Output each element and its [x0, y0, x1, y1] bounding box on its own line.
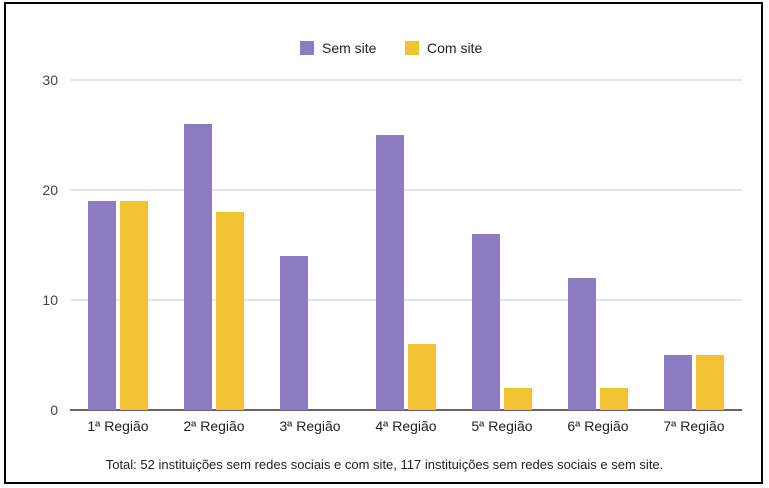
y-tick-label: 20 [42, 182, 58, 198]
legend-swatch-com-site [405, 41, 419, 55]
bars [88, 124, 724, 410]
bar-sem-site [472, 234, 500, 410]
legend: Sem site Com site [300, 40, 482, 56]
x-tick-label: 2ª Região [183, 418, 244, 434]
legend-label-com-site: Com site [427, 40, 482, 56]
bar-com-site [216, 212, 244, 410]
x-tick-label: 6ª Região [567, 418, 628, 434]
gridlines [70, 79, 742, 411]
y-tick-label: 10 [42, 292, 58, 308]
x-tick-label: 7ª Região [663, 418, 724, 434]
bar-com-site [504, 388, 532, 410]
y-axis-ticks: 0 10 20 30 [42, 72, 58, 418]
x-tick-label: 5ª Região [471, 418, 532, 434]
chart-caption: Total: 52 instituições sem redes sociais… [105, 457, 664, 472]
x-axis-ticks: 1ª Região 2ª Região 3ª Região 4ª Região 5ª R… [87, 418, 724, 434]
legend-label-sem-site: Sem site [322, 40, 377, 56]
bar-sem-site [88, 201, 116, 410]
bar-com-site [600, 388, 628, 410]
bar-com-site [408, 344, 436, 410]
y-tick-label: 0 [50, 402, 58, 418]
bar-com-site [120, 201, 148, 410]
bar-sem-site [376, 135, 404, 410]
y-tick-label: 30 [42, 72, 58, 88]
x-tick-label: 4ª Região [375, 418, 436, 434]
legend-swatch-sem-site [300, 41, 314, 55]
bar-sem-site [664, 355, 692, 410]
bar-sem-site [184, 124, 212, 410]
x-tick-label: 1ª Região [87, 418, 148, 434]
bar-sem-site [568, 278, 596, 410]
x-tick-label: 3ª Região [279, 418, 340, 434]
bar-com-site [696, 355, 724, 410]
bar-sem-site [280, 256, 308, 410]
